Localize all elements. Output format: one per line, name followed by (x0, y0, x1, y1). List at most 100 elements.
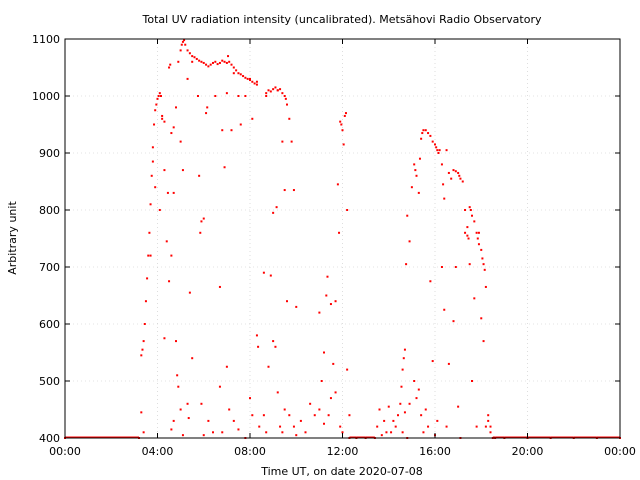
data-point (200, 220, 203, 223)
data-point (143, 323, 146, 325)
data-point (221, 431, 224, 434)
data-point (487, 419, 490, 422)
data-point (457, 405, 460, 408)
data-point (155, 103, 158, 106)
data-point (170, 254, 173, 257)
data-point (186, 77, 189, 80)
data-point (202, 434, 205, 437)
data-point (348, 414, 351, 417)
data-point (295, 305, 298, 308)
data-point (476, 237, 479, 240)
data-point (457, 171, 460, 174)
data-point (186, 49, 189, 52)
data-point (181, 169, 184, 172)
data-point (265, 92, 268, 95)
data-point (218, 61, 221, 64)
data-point (394, 425, 397, 428)
data-point (177, 60, 180, 63)
data-point (150, 174, 153, 177)
data-point (327, 414, 330, 417)
data-point (403, 348, 406, 351)
data-point (487, 414, 490, 417)
data-point (276, 391, 279, 394)
data-point (228, 408, 231, 411)
data-point (200, 60, 203, 63)
data-point (413, 380, 416, 382)
data-point (402, 357, 405, 360)
data-point (255, 334, 258, 337)
data-point (209, 63, 212, 66)
data-point (228, 60, 231, 63)
data-point (205, 63, 208, 66)
x-tick-label: 00:00 (49, 445, 81, 458)
y-tick-label: 600 (39, 318, 60, 331)
data-point (258, 425, 261, 428)
data-point (172, 419, 175, 422)
data-point (397, 414, 399, 417)
data-point (187, 417, 190, 420)
data-point (221, 59, 224, 62)
data-point (434, 143, 436, 146)
data-point (157, 95, 160, 97)
axis-ticks: 400 500 600 700 800 900 1000 1100 00:00 04:00 08:0… (32, 33, 636, 458)
data-point (156, 97, 159, 100)
data-point (420, 137, 423, 140)
data-point (475, 231, 478, 234)
data-point (191, 357, 194, 360)
data-point (148, 231, 151, 234)
data-point (223, 166, 226, 169)
data-point (198, 174, 201, 177)
data-point (346, 368, 349, 371)
data-point (447, 171, 450, 174)
data-point (320, 380, 323, 382)
data-point (471, 214, 473, 217)
data-point (168, 280, 171, 283)
data-point (149, 203, 152, 206)
data-point (326, 275, 329, 278)
data-point (380, 434, 383, 437)
data-point (249, 397, 251, 400)
data-point (440, 163, 443, 166)
data-point (180, 43, 183, 46)
data-point (436, 419, 439, 422)
data-point (265, 431, 268, 434)
data-point (147, 254, 150, 257)
data-point (239, 73, 242, 76)
data-point (158, 209, 161, 211)
data-point (329, 397, 332, 400)
data-point (378, 408, 381, 411)
data-point (283, 189, 286, 192)
data-point (466, 234, 469, 237)
data-point (230, 63, 233, 66)
data-point (484, 425, 487, 428)
data-point (431, 140, 434, 143)
data-point (144, 300, 147, 303)
data-point (401, 368, 404, 371)
data-point (489, 431, 492, 434)
data-point (480, 248, 483, 251)
data-point (255, 83, 258, 86)
data-point (191, 60, 194, 63)
x-tick-label: 16:00 (419, 445, 451, 458)
data-point (283, 408, 286, 411)
data-point (414, 169, 417, 172)
data-points (64, 39, 621, 439)
data-point (172, 126, 175, 129)
data-point (387, 405, 390, 408)
data-point (199, 231, 202, 234)
data-point (383, 419, 386, 422)
data-point (183, 39, 186, 42)
data-point (169, 63, 172, 66)
data-point (415, 174, 418, 177)
data-point (452, 169, 455, 172)
y-tick-label: 1000 (32, 90, 60, 103)
data-point (482, 263, 485, 266)
data-point (188, 291, 191, 294)
data-point (149, 254, 152, 257)
data-point (269, 274, 272, 277)
data-point (309, 402, 312, 405)
data-point (403, 411, 406, 414)
data-point (405, 263, 408, 266)
data-point (464, 209, 467, 211)
